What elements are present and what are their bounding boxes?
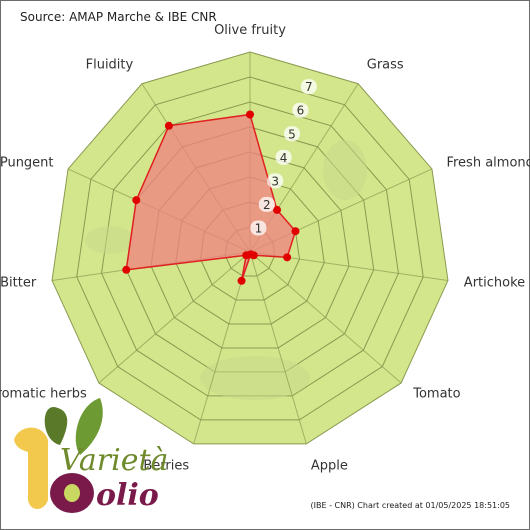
data-point-berries bbox=[237, 276, 246, 285]
axis-label-grass: Grass bbox=[367, 57, 404, 72]
watermark-logo bbox=[85, 140, 367, 400]
data-point-artichoke bbox=[283, 253, 292, 262]
spoke-7 bbox=[98, 251, 251, 384]
axis-label-artichoke: Artichoke bbox=[464, 276, 525, 291]
spoke-5 bbox=[249, 251, 307, 445]
logo-line1: Varietà bbox=[60, 443, 168, 478]
brand-logo: Varietà olio bbox=[14, 398, 168, 513]
series-layer bbox=[122, 110, 300, 285]
data-point-aromatic-herbs bbox=[242, 251, 251, 260]
tick-bg-2 bbox=[258, 196, 275, 212]
tick-label-1: 1 bbox=[255, 221, 263, 235]
tick-bg-6 bbox=[292, 102, 309, 118]
axis-label-apple: Apple bbox=[311, 458, 348, 473]
data-point-grass bbox=[273, 205, 282, 214]
axis-label-fresh-almond: Fresh almond bbox=[446, 155, 530, 170]
tick-bg-4 bbox=[275, 149, 292, 165]
axis-labels: Olive fruity Grass Fresh almond Artichoke To… bbox=[0, 23, 530, 473]
tick-bg-3 bbox=[267, 173, 284, 189]
tick-label-3: 3 bbox=[271, 174, 279, 188]
axis-label-bitter: Bitter bbox=[0, 276, 37, 291]
data-point-pungent bbox=[132, 196, 141, 205]
axis-label-berries: Berries bbox=[143, 458, 189, 473]
tick-label-4: 4 bbox=[280, 151, 288, 165]
tick-label-2: 2 bbox=[263, 198, 271, 212]
tick-bg-1 bbox=[250, 220, 267, 236]
data-point-olive-fruity bbox=[246, 110, 254, 119]
spoke-4 bbox=[249, 251, 402, 384]
source-text: Source: AMAP Marche & IBE CNR bbox=[20, 10, 217, 24]
axis-label-aromatic-herbs: Aromatic herbs bbox=[0, 386, 87, 401]
axis-label-fluidity: Fluidity bbox=[86, 57, 134, 72]
series-area-0 bbox=[125, 113, 297, 282]
data-point-fresh-almond bbox=[291, 227, 300, 236]
axis-label-tomato: Tomato bbox=[412, 386, 460, 401]
axis-label-olive-fruity: Olive fruity bbox=[214, 23, 286, 38]
data-point-bitter bbox=[122, 265, 131, 274]
tick-label-5: 5 bbox=[288, 127, 296, 141]
tick-label-7: 7 bbox=[305, 80, 313, 94]
tick-label-6: 6 bbox=[297, 104, 305, 118]
tick-bg-5 bbox=[284, 126, 301, 142]
axis-label-pungent: Pungent bbox=[0, 155, 54, 170]
logo-line2: olio bbox=[96, 478, 159, 513]
tick-bg-7 bbox=[300, 79, 317, 95]
data-point-fluidity bbox=[164, 121, 173, 130]
credit-text: (IBE - CNR) Chart created at 01/05/2025 … bbox=[311, 501, 511, 510]
